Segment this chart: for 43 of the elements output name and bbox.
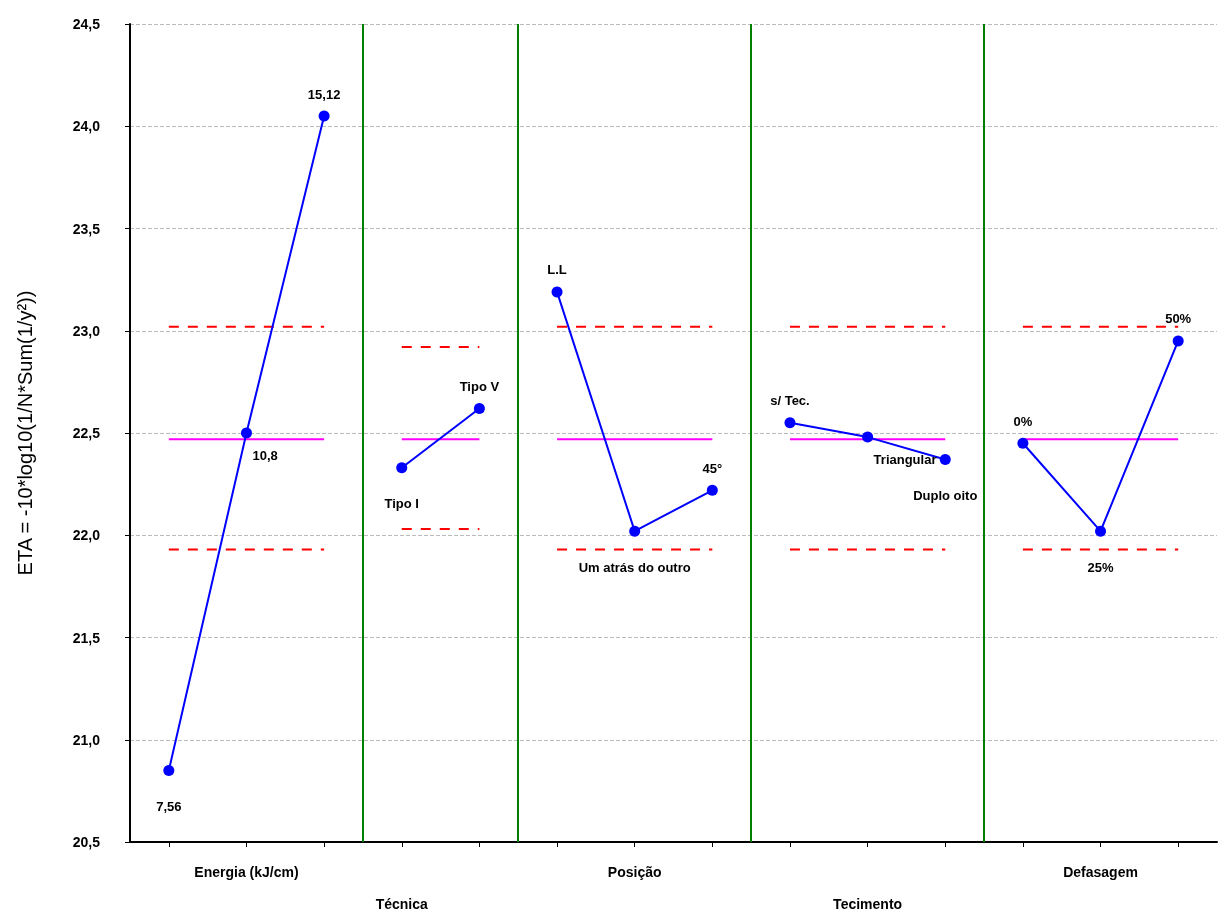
point	[240, 427, 252, 439]
point	[784, 417, 796, 429]
annotation: 7,56	[156, 798, 182, 814]
x-tick-label: Defasagem	[1063, 864, 1138, 880]
point	[551, 286, 563, 298]
y-tick-label: 24,5	[72, 16, 101, 32]
annotation: Um atrás do outro	[578, 559, 691, 575]
x-tick-label: Posição	[607, 864, 662, 880]
point	[396, 462, 408, 474]
annotation: L.L	[547, 262, 567, 278]
point	[1095, 525, 1107, 537]
point	[629, 525, 641, 537]
point	[473, 402, 485, 414]
annotation: 15,12	[307, 86, 341, 102]
y-tick-label: 24,0	[72, 118, 101, 135]
annotation: Duplo oito	[913, 488, 978, 504]
annotation: 50%	[1165, 311, 1192, 327]
y-axis-title: ETA = -10*log10(1/N*Sum(1/y²))	[14, 290, 36, 576]
annotation: Triangular	[873, 451, 937, 467]
annotation: 10,8	[252, 447, 278, 463]
y-tick-label: 21,5	[72, 629, 101, 646]
point	[706, 484, 718, 496]
y-tick-label: 21,0	[72, 731, 101, 748]
annotation: 25%	[1087, 559, 1114, 575]
y-tick-label: 23,0	[72, 322, 101, 339]
x-tick-label: Tecimento	[833, 896, 903, 912]
y-tick-label: 22,5	[72, 425, 101, 441]
y-tick-label: 20,5	[72, 834, 101, 850]
annotation: s/ Tec.	[770, 393, 810, 409]
annotation: Tipo V	[459, 378, 500, 394]
point	[1017, 437, 1029, 449]
annotation: 45°	[702, 460, 723, 476]
annotation: 0%	[1013, 413, 1033, 429]
annotation: Tipo I	[384, 496, 419, 512]
y-tick-label: 23,5	[72, 220, 101, 237]
point	[1172, 335, 1184, 347]
y-tick-label: 22,0	[72, 527, 101, 544]
x-tick-label: Técnica	[375, 896, 429, 912]
point	[939, 454, 951, 466]
point	[862, 431, 874, 443]
point	[163, 764, 175, 776]
x-tick-label: Energia (kJ/cm)	[194, 864, 299, 880]
point	[318, 110, 330, 122]
